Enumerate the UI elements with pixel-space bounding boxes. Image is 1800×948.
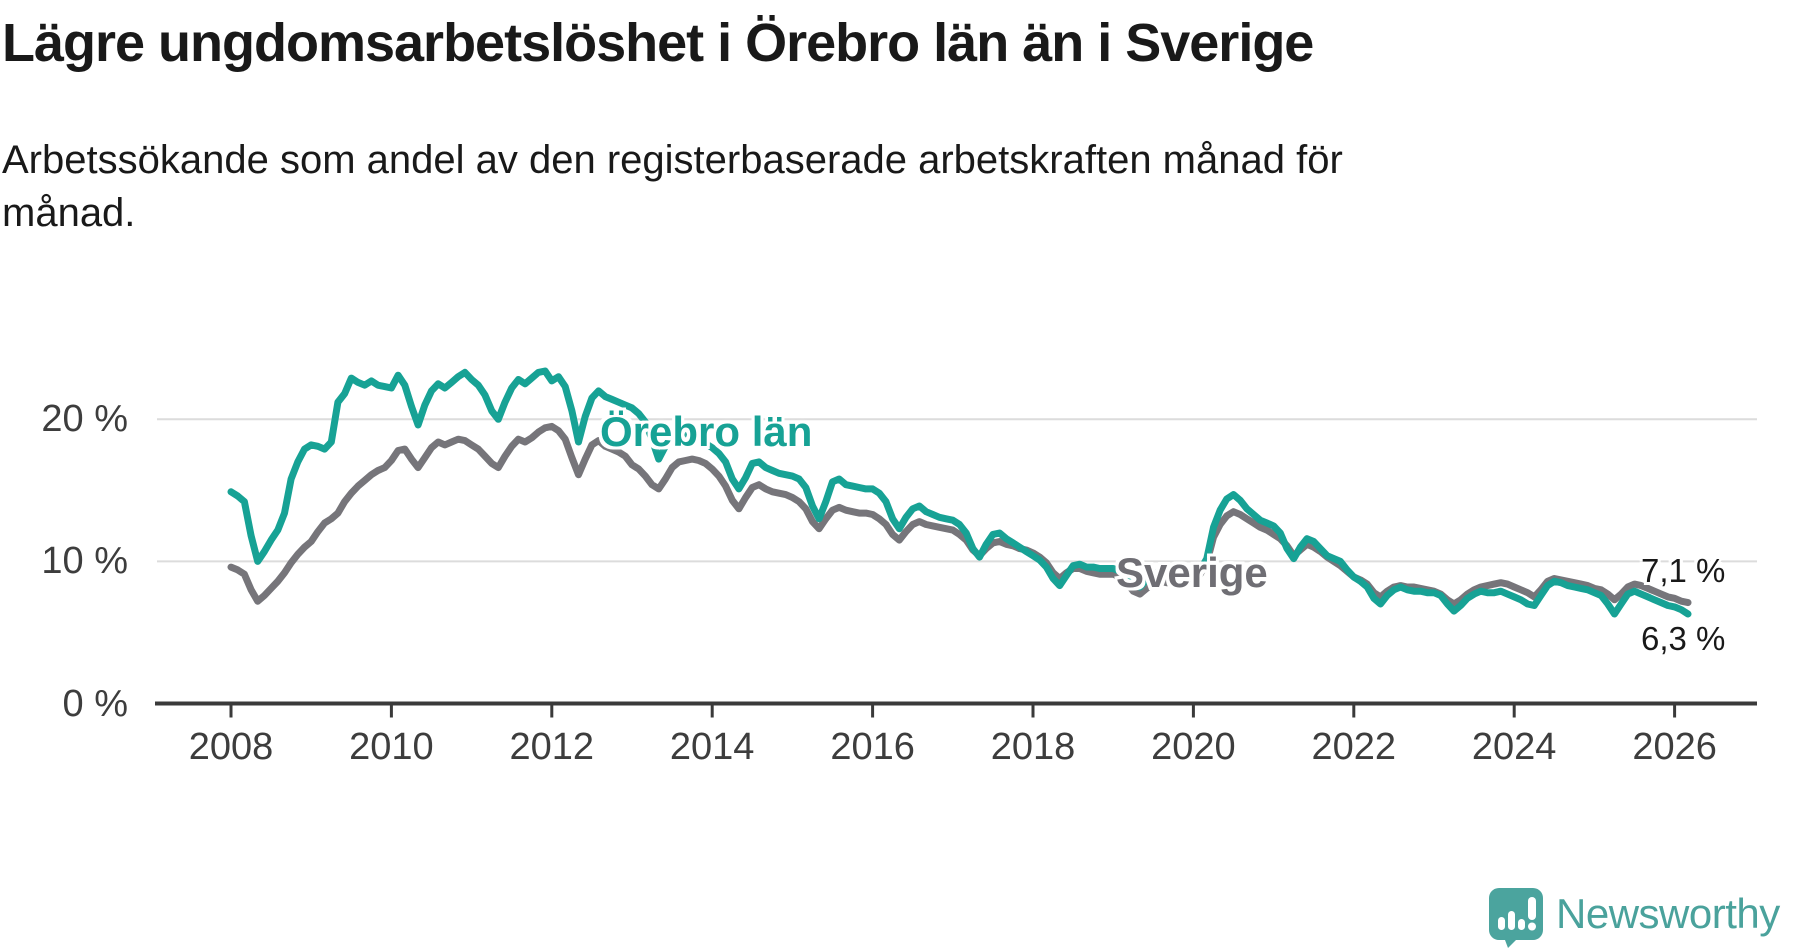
- x-tick-label-2018: 2018: [990, 726, 1076, 768]
- y-tick-label-0: 0 %: [62, 682, 128, 725]
- page-title: Lägre ungdomsarbetslöshet i Örebro län ä…: [2, 13, 1314, 73]
- y-tick-label-10: 10 %: [41, 540, 128, 583]
- newsworthy-logo-icon: [1489, 888, 1543, 948]
- x-tick-label-2016: 2016: [830, 726, 915, 768]
- end-value-label-sverige: 7,1 %: [1641, 552, 1726, 589]
- y-tick-label-20: 20 %: [41, 398, 128, 441]
- subtitle-line-1: Arbetssökande som andel av den registerb…: [2, 138, 1343, 182]
- x-tick-label-2012: 2012: [509, 726, 595, 768]
- x-tick-label-2020: 2020: [1151, 726, 1236, 768]
- x-tick-label-2010: 2010: [349, 726, 434, 768]
- series-label-orebro-lan: Örebro län: [600, 408, 813, 455]
- data-line-sverige: [227, 422, 1692, 608]
- x-tick-label-2026: 2026: [1632, 726, 1717, 768]
- end-value-label-orebro: 6,3 %: [1641, 620, 1726, 657]
- newsworthy-logo-text: Newsworthy: [1556, 890, 1780, 937]
- x-tick-label-2014: 2014: [669, 726, 755, 768]
- data-line--rebro-l-n: [227, 367, 1692, 618]
- chart-subtitle: Arbetssökande som andel av den registerb…: [2, 134, 1343, 240]
- x-tick-label-2024: 2024: [1471, 726, 1557, 768]
- x-tick-label-2022: 2022: [1311, 726, 1397, 768]
- x-tick-label-2008: 2008: [188, 726, 274, 768]
- subtitle-line-2: månad.: [2, 191, 136, 235]
- series-label-sverige: Sverige: [1116, 549, 1268, 596]
